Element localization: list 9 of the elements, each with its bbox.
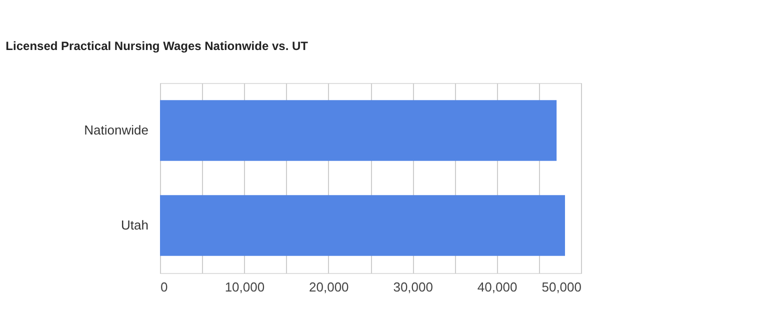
y-tick-label: Nationwide (84, 122, 148, 138)
x-tick-label: 30,000 (393, 280, 433, 294)
x-tick-label: 40,000 (477, 280, 518, 294)
y-tick-label: Utah (121, 218, 148, 232)
x-tick-label: 10,000 (224, 280, 265, 294)
x-tick-label: 20,000 (309, 280, 349, 294)
x-tick-label: 50,000 (542, 280, 582, 294)
x-tick-label: 0 (160, 280, 168, 294)
chart-title: Licensed Practical Nursing Wages Nationwide vs. UT (6, 39, 309, 53)
